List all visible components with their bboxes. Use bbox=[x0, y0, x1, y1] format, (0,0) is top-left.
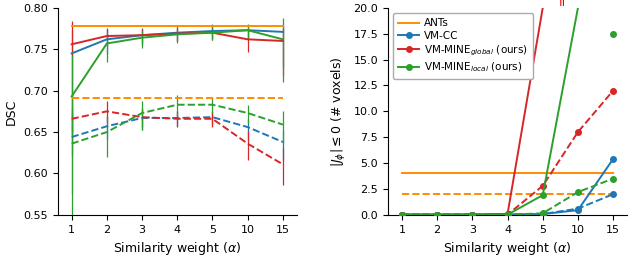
X-axis label: Similarity weight ($\alpha$): Similarity weight ($\alpha$) bbox=[444, 240, 572, 257]
X-axis label: Similarity weight ($\alpha$): Similarity weight ($\alpha$) bbox=[113, 240, 241, 257]
Text: ||: || bbox=[559, 0, 566, 6]
Y-axis label: DSC: DSC bbox=[4, 98, 17, 124]
Y-axis label: $|J_\phi| \leq 0$ (# voxels): $|J_\phi| \leq 0$ (# voxels) bbox=[330, 56, 348, 167]
Legend: ANTs, VM-CC, VM-MINE$_{global}$ (ours), VM-MINE$_{local}$ (ours): ANTs, VM-CC, VM-MINE$_{global}$ (ours), … bbox=[393, 13, 533, 79]
